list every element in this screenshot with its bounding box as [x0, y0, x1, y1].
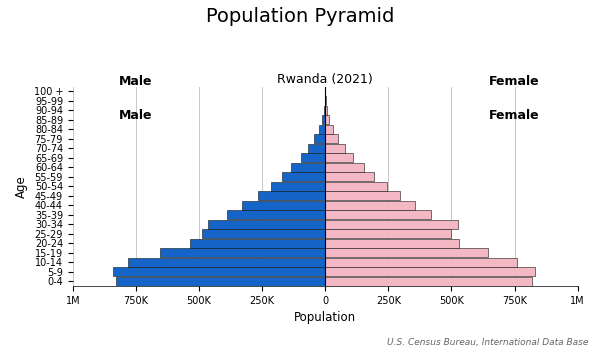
Bar — [190, 239, 325, 248]
X-axis label: Population: Population — [294, 312, 356, 324]
Bar — [308, 144, 325, 153]
Bar — [271, 182, 325, 191]
Bar — [325, 163, 364, 172]
Bar — [325, 277, 532, 286]
Y-axis label: Age: Age — [15, 175, 28, 198]
Bar — [324, 106, 325, 115]
Bar — [202, 229, 325, 238]
Bar — [325, 144, 345, 153]
Bar — [160, 248, 325, 258]
Text: Male: Male — [119, 108, 152, 121]
Bar — [325, 248, 488, 258]
Bar — [259, 191, 325, 201]
Text: Population Pyramid: Population Pyramid — [206, 7, 394, 26]
Bar — [227, 210, 325, 219]
Bar — [301, 153, 325, 162]
Bar — [325, 134, 338, 144]
Bar — [116, 277, 325, 286]
Bar — [314, 134, 325, 144]
Bar — [325, 201, 415, 210]
Bar — [325, 153, 353, 162]
Bar — [325, 182, 387, 191]
Bar — [242, 201, 325, 210]
Bar — [208, 220, 325, 229]
Bar — [322, 115, 325, 124]
Bar — [325, 172, 374, 181]
Bar — [325, 229, 451, 238]
Bar — [291, 163, 325, 172]
Text: Female: Female — [489, 75, 540, 88]
Bar — [283, 172, 325, 181]
Text: Female: Female — [489, 108, 540, 121]
Bar — [128, 258, 325, 267]
Text: U.S. Census Bureau, International Data Base: U.S. Census Bureau, International Data B… — [386, 337, 588, 346]
Bar — [325, 258, 517, 267]
Title: Rwanda (2021): Rwanda (2021) — [277, 74, 373, 86]
Bar — [325, 210, 431, 219]
Bar — [325, 115, 329, 124]
Bar — [113, 267, 325, 276]
Text: Male: Male — [119, 75, 152, 88]
Bar — [325, 191, 400, 201]
Bar — [325, 125, 334, 134]
Bar — [325, 267, 535, 276]
Bar — [325, 239, 459, 248]
Bar — [325, 220, 458, 229]
Bar — [319, 125, 325, 134]
Bar — [325, 106, 327, 115]
